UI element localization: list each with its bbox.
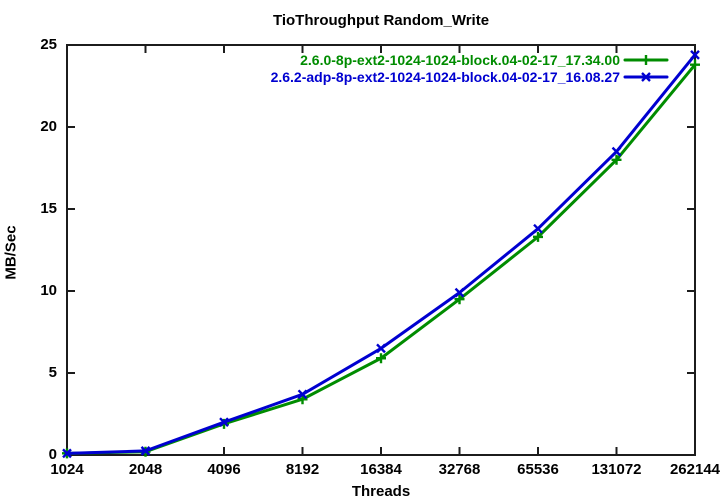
x-tick-label: 4096 — [207, 461, 241, 478]
y-tick-label: 20 — [40, 118, 57, 135]
legend-label-series-0: 2.6.0-8p-ext2-1024-1024-block.04-02-17_1… — [300, 52, 620, 68]
y-tick-label: 5 — [48, 364, 57, 381]
x-axis-label: Threads — [351, 483, 411, 500]
x-tick-label: 32768 — [438, 461, 481, 478]
x-tick-label: 65536 — [517, 461, 559, 478]
x-tick-label: 262144 — [669, 461, 720, 478]
y-tick-label: 15 — [40, 200, 57, 217]
y-tick-label: 10 — [40, 282, 57, 299]
y-tick-label: 0 — [48, 446, 57, 463]
legend-label-series-1: 2.6.2-adp-8p-ext2-1024-1024-block.04-02-… — [270, 69, 620, 85]
x-tick-label: 1024 — [50, 461, 84, 478]
x-tick-label: 16384 — [360, 461, 402, 478]
x-tick-label: 131072 — [591, 461, 642, 478]
x-tick-label: 8192 — [285, 461, 320, 478]
chart-title: TioThroughput Random_Write — [272, 12, 490, 29]
y-tick-label: 25 — [40, 36, 57, 53]
x-tick-label: 2048 — [128, 461, 163, 478]
